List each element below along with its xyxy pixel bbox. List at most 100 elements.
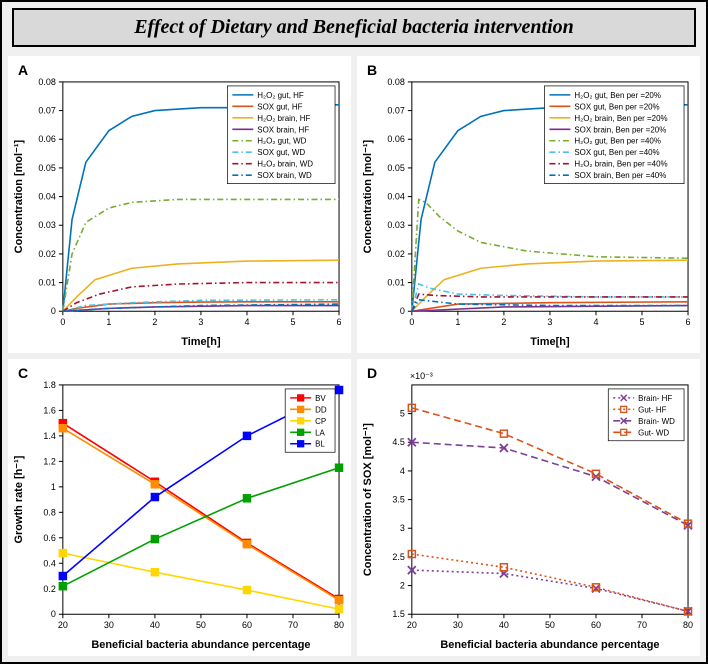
svg-text:H₂O₂ gut, Ben per =20%: H₂O₂ gut, Ben per =20%: [574, 91, 661, 100]
svg-text:0.05: 0.05: [387, 163, 404, 173]
svg-text:Concentration [mol⁻¹]: Concentration [mol⁻¹]: [362, 139, 374, 253]
svg-text:30: 30: [104, 620, 114, 630]
svg-text:0.05: 0.05: [38, 163, 55, 173]
svg-text:0: 0: [60, 317, 65, 327]
svg-text:0: 0: [409, 317, 414, 327]
svg-text:2: 2: [400, 581, 405, 591]
svg-text:0: 0: [51, 306, 56, 316]
svg-text:1.4: 1.4: [43, 431, 55, 441]
chart-b: 0 1 2 3 4 5 6 0 0.01 0.02 0.03 0.04 0.05 0.06 0.07 0.08…: [357, 56, 700, 353]
svg-text:DD: DD: [315, 405, 327, 414]
svg-text:0: 0: [400, 306, 405, 316]
chart-c: 2030405060708000.20.40.60.811.21.41.61.8…: [8, 359, 351, 656]
svg-text:40: 40: [150, 620, 160, 630]
svg-text:20: 20: [58, 620, 68, 630]
svg-text:LA: LA: [315, 428, 325, 437]
svg-text:50: 50: [196, 620, 206, 630]
svg-text:5: 5: [290, 317, 295, 327]
svg-text:0.02: 0.02: [38, 249, 55, 259]
svg-text:1.6: 1.6: [43, 406, 55, 416]
svg-text:0.08: 0.08: [387, 77, 404, 87]
svg-text:70: 70: [288, 620, 298, 630]
svg-text:40: 40: [499, 620, 509, 630]
chart-d: 203040506070801.522.533.544.55×10⁻³Benef…: [357, 359, 700, 656]
panel-d-label: D: [367, 365, 377, 381]
svg-text:H₂O₂ brain, WD: H₂O₂ brain, WD: [257, 160, 313, 169]
svg-text:2: 2: [501, 317, 506, 327]
svg-text:1.8: 1.8: [43, 380, 55, 390]
svg-text:4: 4: [593, 317, 598, 327]
svg-text:2: 2: [152, 317, 157, 327]
svg-text:5: 5: [639, 317, 644, 327]
svg-text:0.04: 0.04: [387, 192, 404, 202]
svg-text:1: 1: [51, 482, 56, 492]
panel-c-label: C: [18, 365, 28, 381]
svg-text:H₂O₂ gut, WD: H₂O₂ gut, WD: [257, 137, 306, 146]
svg-text:H₂O₂ brain, Ben per =40%: H₂O₂ brain, Ben per =40%: [574, 160, 667, 169]
svg-text:Beneficial bacteria abundance: Beneficial bacteria abundance percentage: [440, 639, 659, 651]
svg-text:60: 60: [242, 620, 252, 630]
figure-container: Effect of Dietary and Beneficial bacteri…: [0, 0, 708, 664]
svg-text:0.4: 0.4: [43, 558, 55, 568]
svg-text:3: 3: [198, 317, 203, 327]
svg-text:6: 6: [337, 317, 342, 327]
svg-text:1.5: 1.5: [392, 609, 404, 619]
svg-text:80: 80: [334, 620, 344, 630]
svg-text:6: 6: [686, 317, 691, 327]
svg-text:SOX brain, Ben per =40%: SOX brain, Ben per =40%: [574, 171, 666, 180]
svg-text:BV: BV: [315, 394, 326, 403]
svg-text:0.02: 0.02: [387, 249, 404, 259]
svg-text:H₂O₂ gut, Ben per =40%: H₂O₂ gut, Ben per =40%: [574, 137, 661, 146]
panel-d: D 203040506070801.522.533.544.55×10⁻³Ben…: [357, 359, 700, 656]
svg-text:0.03: 0.03: [38, 220, 55, 230]
svg-text:0.08: 0.08: [38, 77, 55, 87]
figure-title: Effect of Dietary and Beneficial bacteri…: [12, 8, 696, 47]
svg-text:2.5: 2.5: [392, 552, 404, 562]
svg-text:SOX gut, Ben per =20%: SOX gut, Ben per =20%: [574, 102, 659, 111]
svg-text:80: 80: [683, 620, 693, 630]
panel-grid: A 012345600.010.020.030.040.050.060.070.…: [8, 56, 700, 656]
panel-b-label: B: [367, 62, 377, 78]
svg-text:20: 20: [407, 620, 417, 630]
svg-text:3.5: 3.5: [392, 495, 404, 505]
svg-text:1.2: 1.2: [43, 456, 55, 466]
svg-text:CP: CP: [315, 417, 326, 426]
svg-text:1: 1: [455, 317, 460, 327]
svg-text:SOX brain, Ben per =20%: SOX brain, Ben per =20%: [574, 125, 666, 134]
svg-text:Concentration [mol⁻¹]: Concentration [mol⁻¹]: [13, 139, 25, 253]
svg-text:Brain- WD: Brain- WD: [638, 417, 675, 426]
svg-text:Growth rate [h⁻¹]: Growth rate [h⁻¹]: [13, 455, 25, 543]
svg-text:30: 30: [453, 620, 463, 630]
svg-text:5: 5: [400, 409, 405, 419]
svg-text:0.04: 0.04: [38, 192, 55, 202]
svg-text:70: 70: [637, 620, 647, 630]
svg-text:SOX brain, WD: SOX brain, WD: [257, 171, 312, 180]
svg-text:0.07: 0.07: [387, 106, 404, 116]
svg-text:H₂O₂ gut, HF: H₂O₂ gut, HF: [257, 91, 304, 100]
svg-text:0.01: 0.01: [387, 278, 404, 288]
svg-text:H₂O₂ brain, HF: H₂O₂ brain, HF: [257, 114, 310, 123]
svg-text:60: 60: [591, 620, 601, 630]
svg-text:0.07: 0.07: [38, 106, 55, 116]
svg-text:SOX gut, Ben per =40%: SOX gut, Ben per =40%: [574, 148, 659, 157]
svg-text:Brain- HF: Brain- HF: [638, 394, 672, 403]
svg-text:Gut- WD: Gut- WD: [638, 428, 669, 437]
panel-a: A 012345600.010.020.030.040.050.060.070.…: [8, 56, 351, 353]
svg-text:3: 3: [547, 317, 552, 327]
svg-text:0.06: 0.06: [387, 134, 404, 144]
svg-text:Gut- HF: Gut- HF: [638, 405, 666, 414]
panel-a-label: A: [18, 62, 28, 78]
svg-text:0.2: 0.2: [43, 584, 55, 594]
svg-text:1: 1: [106, 317, 111, 327]
svg-text:4: 4: [244, 317, 249, 327]
svg-text:×10⁻³: ×10⁻³: [410, 371, 433, 381]
svg-text:0.8: 0.8: [43, 507, 55, 517]
svg-text:4: 4: [400, 466, 405, 476]
svg-text:0.03: 0.03: [387, 220, 404, 230]
svg-text:3: 3: [400, 523, 405, 533]
svg-text:Time[h]: Time[h]: [181, 336, 221, 348]
svg-text:SOX gut, WD: SOX gut, WD: [257, 148, 305, 157]
svg-text:0.01: 0.01: [38, 278, 55, 288]
svg-text:Concentration of SOX [mol⁻¹]: Concentration of SOX [mol⁻¹]: [362, 423, 374, 576]
svg-text:4.5: 4.5: [392, 437, 404, 447]
